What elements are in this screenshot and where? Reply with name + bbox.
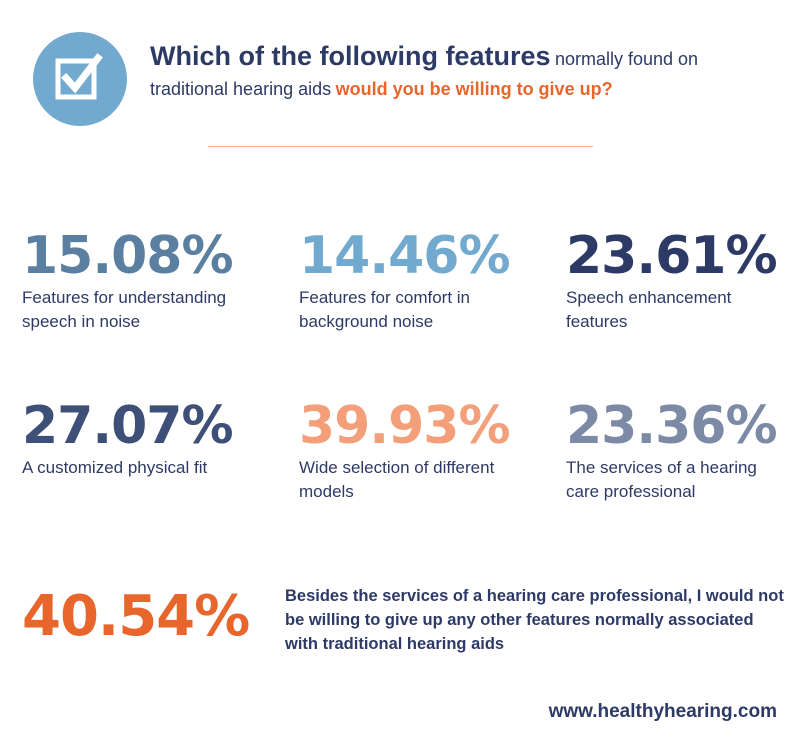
stat-label: A customized physical fit bbox=[22, 458, 208, 477]
stat-value: 27.07% bbox=[22, 396, 234, 456]
stat-value: 23.36% bbox=[566, 396, 778, 456]
checkbox-badge bbox=[33, 32, 127, 126]
page-title: Which of the following features normally… bbox=[150, 42, 770, 105]
title-accent: would you be willing to give up? bbox=[335, 79, 613, 99]
stat-speech-enhancement: 23.61% Speech enhancement features bbox=[566, 226, 778, 334]
stat-label: Features for comfort in background noise bbox=[299, 288, 471, 331]
stat-value: 23.61% bbox=[566, 226, 778, 286]
stat-value: 14.46% bbox=[299, 226, 511, 286]
website-link[interactable]: www.healthyhearing.com bbox=[548, 701, 777, 722]
highlight-value: 40.54% bbox=[22, 584, 250, 649]
stat-model-selection: 39.93% Wide selection of different model… bbox=[299, 396, 511, 504]
stat-hearing-care-professional: 23.36% The services of a hearing care pr… bbox=[566, 398, 781, 504]
stat-label: Wide selection of different models bbox=[299, 458, 495, 501]
highlight-stat: 40.54% bbox=[22, 584, 250, 649]
title-bold: Which of the following features bbox=[150, 41, 551, 71]
stat-label: Features for understanding speech in noi… bbox=[22, 288, 227, 331]
stat-value: 39.93% bbox=[299, 396, 511, 456]
title-normal: normally found on traditional hearing ai… bbox=[150, 49, 699, 99]
stat-physical-fit: 27.07% A customized physical fit bbox=[22, 398, 272, 480]
stat-label: The services of a hearing care professio… bbox=[566, 458, 757, 501]
highlight-text: Besides the services of a hearing care p… bbox=[285, 587, 784, 653]
stat-comfort-in-noise: 14.46% Features for comfort in backgroun… bbox=[299, 228, 514, 334]
checkbox-check-icon bbox=[55, 53, 103, 100]
stat-value: 15.08% bbox=[22, 226, 234, 286]
stat-speech-in-noise: 15.08% Features for understanding speech… bbox=[22, 228, 272, 334]
divider bbox=[208, 146, 593, 147]
stat-label: Speech enhancement features bbox=[566, 288, 732, 331]
